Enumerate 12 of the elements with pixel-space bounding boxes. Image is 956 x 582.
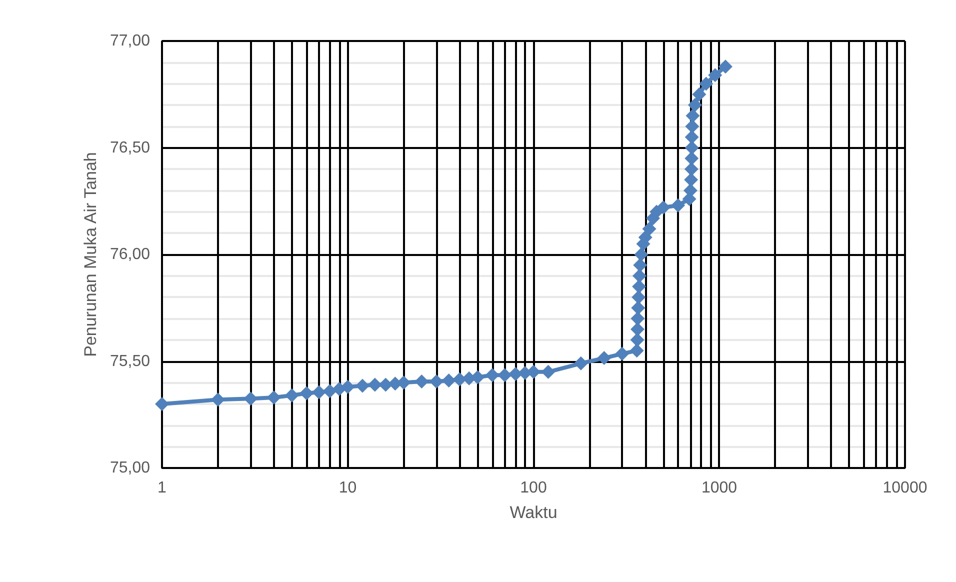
x-axis-title: Waktu [510,503,558,522]
x-tick-label: 10 [338,480,357,496]
y-axis-title: Penurunan Muka Air Tanah [81,152,100,357]
y-tick-label: 75,50 [110,352,150,370]
x-tick-label: 10000 [882,480,928,496]
y-tick-label: 76,00 [110,246,150,263]
y-tick-label: 77,00 [110,32,150,50]
x-tick-label: 100 [520,480,547,496]
x-tick-label: 1000 [701,480,738,496]
y-tick-label: 75,00 [110,460,150,476]
x-tick-label: 1 [158,480,167,496]
y-tick-label: 76,50 [110,139,150,156]
